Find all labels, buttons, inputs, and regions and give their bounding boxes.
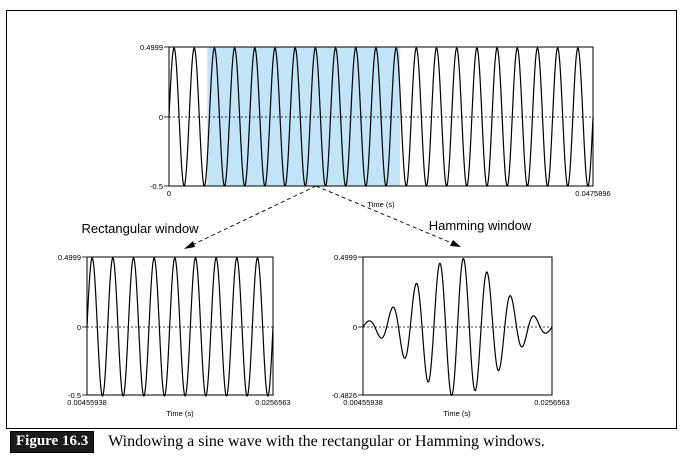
y-max-label: 0.4999 [140, 43, 163, 52]
plot-border [362, 256, 553, 396]
x-min-label: 0.00455938 [67, 398, 107, 407]
x-max-label: 0.0256563 [534, 398, 569, 407]
caption-text: Windowing a sine wave with the rectangul… [108, 433, 545, 450]
y-min-label: -0.4826 [332, 391, 357, 400]
x-axis-label: Time (s) [443, 409, 471, 418]
hamming-heading: Hamming window [429, 218, 532, 233]
arrow-to-hamming [315, 185, 455, 245]
arrow-head-left [184, 241, 195, 249]
y-max-label: 0.4999 [334, 253, 357, 262]
top-plot: 0.4999 0 -0.5 0 0.0475896 Time (s) [140, 43, 611, 209]
x-min-label: 0 [167, 189, 171, 198]
y-min-label: -0.5 [150, 182, 163, 191]
figure-frame [6, 10, 677, 429]
windowed-wave [362, 257, 553, 397]
sine-wave [168, 47, 594, 187]
y-zero-label: 0 [159, 113, 163, 122]
y-zero-label: 0 [353, 323, 357, 332]
y-max-label: 0.4999 [58, 253, 81, 262]
figure-caption: Figure 16.3 Windowing a sine wave with t… [10, 431, 545, 453]
x-max-label: 0.0475896 [575, 189, 610, 198]
connector-arrows [184, 185, 461, 249]
y-zero-label: 0 [77, 323, 81, 332]
x-min-label: 0.00455938 [343, 398, 383, 407]
arrow-to-rectangular [189, 185, 317, 247]
plot-border [168, 46, 594, 187]
rectangular-heading: Rectangular window [81, 221, 199, 236]
plot-border [86, 256, 274, 396]
x-axis-label: Time (s) [166, 409, 194, 418]
x-max-label: 0.0256563 [255, 398, 290, 407]
x-axis-label: Time (s) [367, 200, 395, 209]
arrow-head-right [450, 240, 461, 247]
y-min-label: -0.5 [68, 391, 81, 400]
rectangular-plot: Rectangular window 0.4999 0 -0.5 0.00455… [58, 221, 291, 418]
windowed-wave [86, 257, 274, 397]
hamming-plot: Hamming window 0.4999 0 -0.4826 0.004559… [332, 218, 570, 418]
figure-number: Figure 16.3 [10, 431, 95, 453]
